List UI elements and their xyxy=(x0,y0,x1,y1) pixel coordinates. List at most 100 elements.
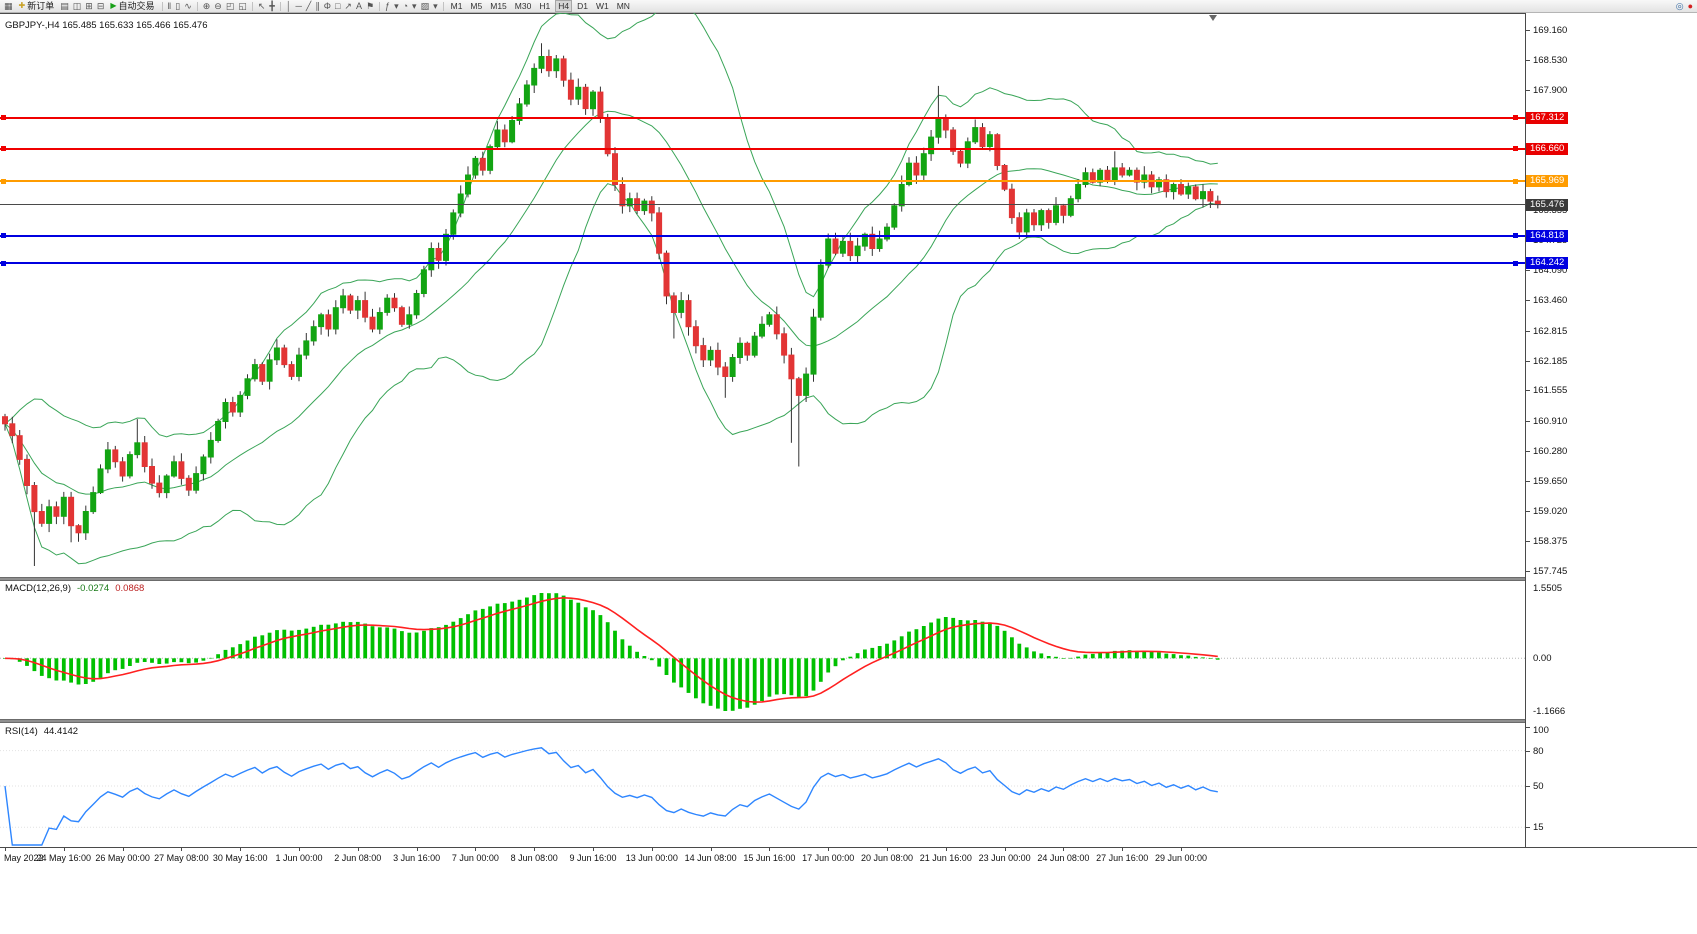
panel-splitter-rsi[interactable] xyxy=(0,719,1697,723)
price-tick-label: 161.555 xyxy=(1533,385,1568,397)
autotrade-button-label: 自动交易 xyxy=(118,1,155,11)
templates-icon[interactable]: ▨ xyxy=(420,1,430,11)
cascade-windows-icon[interactable]: ◱ xyxy=(238,1,247,11)
arrows-icon[interactable]: ↗ xyxy=(344,1,352,11)
record-icon[interactable]: ● xyxy=(1687,1,1693,11)
timeframe-m1[interactable]: M1 xyxy=(450,1,463,11)
market-watch-icon[interactable]: ◫ xyxy=(72,1,82,11)
timeframe-w1[interactable]: W1 xyxy=(595,1,609,11)
price-tick xyxy=(1526,330,1530,332)
time-label: 23 Jun 00:00 xyxy=(978,853,1031,863)
rsi-scale-tick xyxy=(1526,727,1530,728)
rsi-panel-plot[interactable] xyxy=(0,723,1525,847)
candlesticks xyxy=(2,43,1221,566)
time-axis[interactable]: May 2022 24 May 16:00 26 May 00:00 27 May 0… xyxy=(0,847,1697,868)
support-line-2-handle[interactable] xyxy=(1513,260,1518,266)
line-chart-type-icon[interactable]: ∿ xyxy=(184,1,192,11)
price-tick-label: 159.650 xyxy=(1533,475,1568,487)
resistance-line-1[interactable] xyxy=(0,116,1525,119)
zoom-out-icon[interactable]: ⊖ xyxy=(214,1,222,11)
resistance-line-2-price-badge: 166.660 xyxy=(1526,142,1569,155)
time-label: 17 Jun 00:00 xyxy=(802,853,855,863)
macd-scale-max: 1.5505 xyxy=(1533,583,1563,594)
panel-splitter-macd[interactable] xyxy=(0,577,1697,581)
main-chart-plot[interactable] xyxy=(0,13,1525,577)
timeframe-h4[interactable]: H4 xyxy=(555,0,573,12)
macd-name: MACD(12,26,9) xyxy=(5,583,71,594)
time-tick xyxy=(299,848,300,851)
timeframe-m15[interactable]: M15 xyxy=(490,1,507,11)
autotrade-button[interactable]: ▶ 自动交易 xyxy=(107,0,157,12)
time-label: 3 Jun 16:00 xyxy=(393,853,441,863)
timeframe-mn[interactable]: MN xyxy=(616,1,630,11)
toolbar-separator xyxy=(442,1,444,11)
timeframe-m30[interactable]: M30 xyxy=(514,1,532,11)
time-label: 30 May 16:00 xyxy=(212,853,268,863)
price-tick xyxy=(1526,541,1530,543)
resistance-line-1-handle[interactable] xyxy=(1513,115,1518,121)
rsi-scale-tick xyxy=(1526,750,1530,752)
time-tick xyxy=(828,848,830,851)
support-line-2[interactable] xyxy=(0,262,1525,265)
periods-dropdown-icon[interactable]: ▾ xyxy=(412,1,417,11)
periods-icon[interactable]: ◔ xyxy=(402,1,409,11)
time-tick xyxy=(1122,848,1124,851)
pivot-line[interactable] xyxy=(0,180,1525,183)
pivot-line-handle[interactable] xyxy=(1,178,6,184)
resistance-line-2[interactable] xyxy=(0,147,1525,150)
shapes-icon[interactable]: □ xyxy=(334,1,341,11)
cursor-icon[interactable]: ↖ xyxy=(257,1,266,11)
resistance-line-1-handle[interactable] xyxy=(1,115,6,121)
data-window-icon[interactable]: ⊞ xyxy=(85,1,93,11)
support-line-1-handle[interactable] xyxy=(1513,233,1518,239)
resistance-line-2-handle[interactable] xyxy=(1513,146,1518,151)
vertical-line-icon[interactable]: │ xyxy=(285,1,292,11)
price-tick xyxy=(1526,421,1530,422)
new-order-button[interactable]: ✚ 新订单 xyxy=(16,0,58,12)
fibonacci-icon[interactable]: Φ xyxy=(323,1,331,11)
toolbar-separator xyxy=(161,1,163,11)
time-label: 13 Jun 00:00 xyxy=(625,853,678,863)
profiles-icon[interactable]: ▤ xyxy=(60,1,69,11)
price-tick xyxy=(1526,210,1530,212)
chart-title-text: GBPJPY-,H4 165.485 165.633 165.466 165.4… xyxy=(5,20,208,31)
bollinger-upper-band xyxy=(4,13,1218,438)
timeframe-h1[interactable]: H1 xyxy=(539,1,551,11)
channel-icon[interactable]: ∥ xyxy=(315,1,320,11)
indicators-dropdown-icon[interactable]: ▾ xyxy=(394,1,399,11)
time-tick xyxy=(1063,848,1065,851)
templates-dropdown-icon[interactable]: ▾ xyxy=(433,1,438,11)
price-tick-label: 157.745 xyxy=(1533,566,1568,577)
macd-panel-plot[interactable] xyxy=(0,581,1525,719)
macd-signal-line xyxy=(4,596,1218,703)
price-tick xyxy=(1526,390,1530,392)
terminal-icon[interactable]: ⊟ xyxy=(96,1,105,11)
horizontal-line-icon[interactable]: ─ xyxy=(295,1,302,11)
support-line-1-handle[interactable] xyxy=(1,233,6,239)
text-icon[interactable]: A xyxy=(355,1,362,11)
bid-price-line[interactable] xyxy=(0,204,1525,206)
label-icon[interactable]: ⚑ xyxy=(365,1,375,11)
trendline-icon[interactable]: ╱ xyxy=(305,1,312,11)
indicators-icon[interactable]: ƒ xyxy=(385,1,391,11)
pivot-line-handle[interactable] xyxy=(1513,178,1518,184)
timeframe-d1[interactable]: D1 xyxy=(577,1,588,11)
price-tick-label: 168.530 xyxy=(1533,54,1568,66)
bar-chart-type-icon[interactable]: ‖ xyxy=(167,1,172,11)
time-label: 1 Jun 00:00 xyxy=(275,853,323,863)
price-tick xyxy=(1526,270,1530,272)
crosshair-icon[interactable]: ╋ xyxy=(269,1,275,11)
chart-window-icon[interactable]: ▦ xyxy=(4,1,13,11)
depth-of-market-icon[interactable]: ◎ xyxy=(1675,1,1684,11)
support-line-1[interactable] xyxy=(0,234,1525,237)
rsi-scale-tick xyxy=(1526,786,1530,787)
time-tick xyxy=(357,848,359,851)
zoom-in-icon[interactable]: ⊕ xyxy=(202,1,211,11)
support-line-2-handle[interactable] xyxy=(1,260,6,266)
price-axis[interactable]: 169.160168.530167.900165.355164.725164.0… xyxy=(1525,13,1697,847)
tile-windows-icon[interactable]: ◰ xyxy=(225,1,235,11)
candlestick-chart-type-icon[interactable]: ▯ xyxy=(175,1,181,11)
timeframe-m5[interactable]: M5 xyxy=(470,1,483,11)
resistance-line-2-handle[interactable] xyxy=(1,146,6,151)
